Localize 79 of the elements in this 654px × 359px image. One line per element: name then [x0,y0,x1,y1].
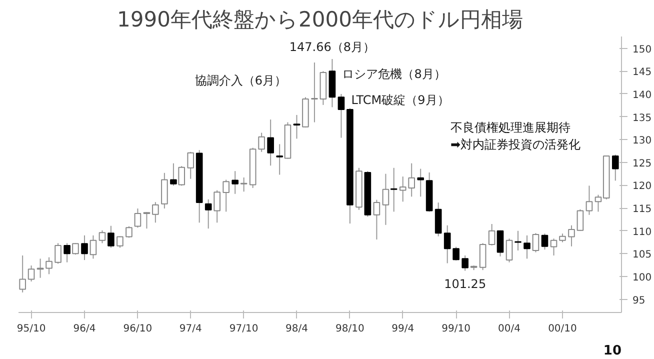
candlestick [98,230,106,244]
candlestick [19,254,26,293]
candlestick [240,176,248,192]
candlestick [576,208,584,232]
y-tick-label: 140 [632,90,652,101]
text: 10 [603,344,622,358]
y-tick-label: 145 [632,67,652,78]
annotation: 147.66（8月） [289,40,376,54]
candlestick [417,168,424,198]
candlestick [143,212,150,230]
candlestick [214,190,220,224]
candlestick [479,242,486,271]
candlestick [187,151,194,180]
candlestick [506,238,513,263]
candlestick [550,238,558,256]
y-tick-label: 95 [632,295,646,306]
candlestick [64,242,70,263]
y-tick-label: 130 [632,136,652,147]
candlestick [170,162,177,186]
candlestick [108,225,114,248]
candlestick [134,208,142,228]
candlestick [488,224,496,246]
candlestick [152,202,159,224]
candlestick [46,256,52,275]
candlestick [496,230,504,257]
candlestick [452,246,460,261]
y-tick-label: 110 [632,226,652,238]
x-tick-label: 98/4 [286,324,308,334]
x-tick-label: 97/4 [179,324,202,334]
x-tick-label: 00/10 [548,324,577,334]
annotation: 協調介入（6月） [194,74,286,88]
x-tick-label: 99/10 [442,324,470,334]
x-tick-label: 00/4 [498,324,521,334]
candlestick [258,132,265,152]
y-tick-label: 120 [632,181,652,192]
x-tick-label: 98/10 [336,324,364,334]
candlestick [382,173,390,226]
candlestick [541,233,548,250]
candlestick [222,179,230,212]
candlestick [36,258,44,278]
candlestick [28,265,35,282]
chart-title: 1990年代終盤から2000年代のドル円相場 [117,8,523,32]
y-tick-label: 105 [632,250,652,261]
candlestick [54,242,62,264]
candlestick [204,198,212,230]
x-tick-label: 96/10 [123,324,152,334]
candlestick [444,224,451,264]
candlestick [524,234,530,260]
candlestick [178,166,186,186]
candlestick [293,114,300,140]
candlestick [72,242,79,256]
x-tick-label: 96/4 [73,324,96,334]
candlestick [81,234,88,261]
annotation: 不良債権処理進展期待 ➡対内証券投資の活発化 [450,120,581,152]
y-tick-label: 150 [632,44,652,56]
candlestick [276,144,283,176]
y-tick-label: 100 [632,272,652,284]
candlestick [390,167,398,212]
candlestick [586,185,593,216]
candlestick [267,119,274,166]
x-tick-label: 95/10 [16,324,46,334]
annotation: LTCM破綻（9月） [351,93,450,108]
candlestick [90,234,97,260]
candlestick [462,254,468,272]
candlestick [568,224,575,247]
y-tick-label: 135 [632,112,652,124]
candlestick [532,232,540,253]
y-tick-label: 125 [632,158,652,170]
candlestick [232,170,239,194]
candlestick [338,93,345,138]
annotation: ロシア危機（8月） [342,67,446,82]
candlestick [373,199,380,240]
candlestick [434,202,442,237]
x-tick-label: 99/4 [392,324,414,334]
candlestick [311,62,318,123]
annotation: 101.25 [444,276,486,291]
candlestick [612,154,619,182]
y-tick-label: 115 [632,204,652,216]
x-tick-label: 97/10 [229,324,258,334]
